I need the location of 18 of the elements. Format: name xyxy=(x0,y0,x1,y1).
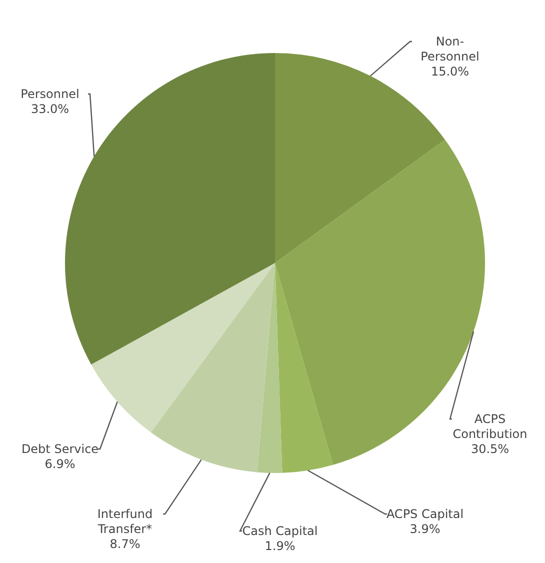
slice-label: ACPS Capital xyxy=(386,507,464,521)
pie-slice xyxy=(150,263,275,472)
data-label: 33.0% xyxy=(30,102,70,116)
pie-slice xyxy=(257,263,282,473)
data-label: 15.0% xyxy=(430,64,470,78)
data-label: 1.9% xyxy=(264,539,296,553)
data-label: 3.9% xyxy=(410,522,440,536)
slice-label: Cash Capital xyxy=(242,524,318,538)
data-label: 6.9% xyxy=(44,457,76,471)
pie-slice xyxy=(91,263,275,432)
slice-label: Personnel xyxy=(20,87,80,101)
slice-label: Interfund Transfer* xyxy=(96,507,153,536)
pie-slice xyxy=(275,263,334,473)
data-label: 30.5% xyxy=(470,442,510,456)
slice-label: ACPS Contribution xyxy=(452,412,528,441)
data-label: 8.7% xyxy=(110,537,140,551)
slice-label: Non-Personnel xyxy=(420,34,480,64)
slice-label: Debt Service xyxy=(21,442,99,456)
